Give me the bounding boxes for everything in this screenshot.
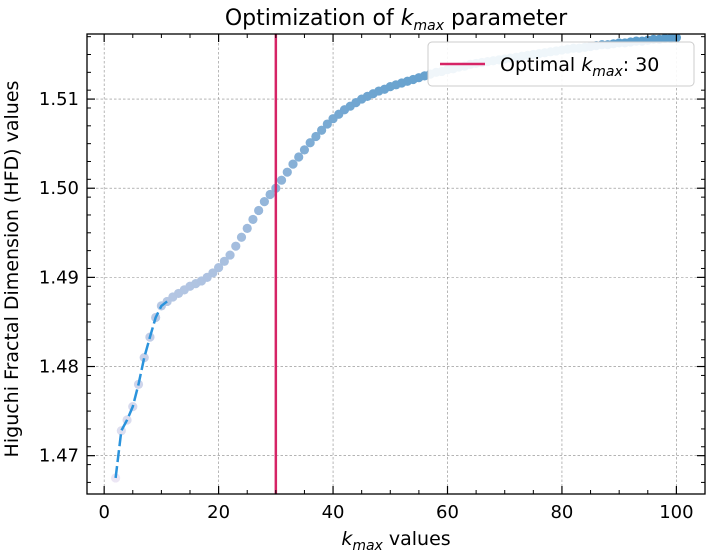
data-point (282, 167, 292, 177)
x-tick-label: 60 (436, 502, 459, 523)
y-tick-label: 1.47 (39, 446, 79, 467)
data-point (219, 256, 229, 266)
y-tick-label: 1.48 (39, 357, 79, 378)
x-tick-label: 100 (659, 502, 693, 523)
data-point (116, 426, 126, 436)
data-point (242, 223, 252, 233)
data-point (317, 125, 327, 135)
data-point (225, 250, 235, 260)
y-tick-label: 1.51 (39, 89, 79, 110)
data-point (259, 196, 269, 207)
data-point (276, 175, 287, 185)
data-point (305, 138, 315, 148)
y-tick-label: 1.49 (39, 267, 79, 288)
data-point (294, 152, 304, 162)
y-axis-label: Higuchi Fractal Dimension (HFD) values (1, 81, 23, 458)
dashed-series-line (114, 300, 168, 479)
axis-ticks: 0 20 40 60 80 100 1.47 1.48 1.49 1.50 1.51 (39, 34, 706, 523)
legend: Optimal kmax: 30 (427, 41, 695, 87)
data-point (248, 214, 258, 225)
data-point (139, 353, 149, 363)
y-tick-label: 1.50 (39, 178, 79, 199)
data-point (265, 189, 275, 200)
data-point (214, 262, 224, 273)
data-point (254, 205, 264, 216)
x-tick-label: 20 (207, 502, 230, 523)
data-point (288, 159, 298, 169)
x-tick-label: 40 (322, 502, 345, 523)
data-point (231, 241, 241, 251)
legend-box (427, 41, 695, 87)
data-point (236, 232, 247, 242)
data-point (299, 145, 310, 155)
chart-title: Optimization of kmax parameter (225, 6, 568, 34)
legend-label: Optimal kmax: 30 (500, 54, 659, 80)
x-axis-label: kmax values (341, 528, 450, 554)
data-point (311, 131, 321, 142)
plot-frame (86, 33, 706, 495)
x-tick-label: 0 (98, 502, 109, 523)
plot-area (111, 34, 681, 494)
x-tick-label: 80 (550, 502, 573, 523)
grid (87, 34, 705, 494)
